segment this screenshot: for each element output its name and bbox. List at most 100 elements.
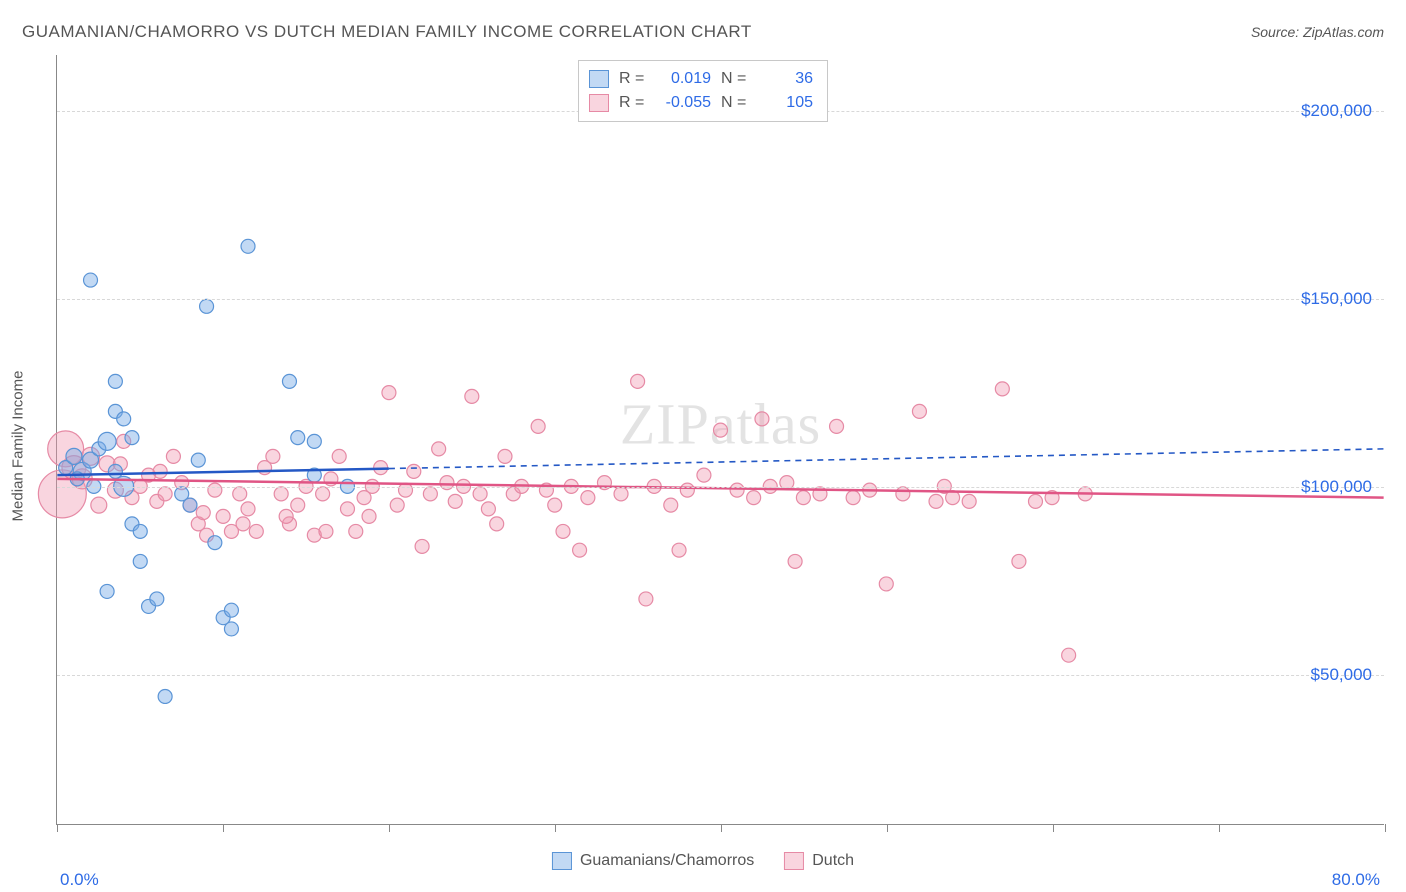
scatter-point-dutch bbox=[796, 491, 810, 505]
scatter-point-dutch bbox=[498, 449, 512, 463]
scatter-point-dutch bbox=[481, 502, 495, 516]
scatter-point-dutch bbox=[319, 524, 333, 538]
y-tick-label: $150,000 bbox=[1301, 289, 1372, 309]
stats-box: R =0.019N =36R =-0.055N =105 bbox=[578, 60, 828, 122]
x-axis-max-label: 80.0% bbox=[1332, 870, 1380, 890]
scatter-point-dutch bbox=[166, 449, 180, 463]
scatter-point-dutch bbox=[614, 487, 628, 501]
scatter-point-dutch bbox=[196, 506, 210, 520]
scatter-point-dutch bbox=[531, 419, 545, 433]
scatter-point-dutch bbox=[548, 498, 562, 512]
scatter-point-dutch bbox=[755, 412, 769, 426]
scatter-point-guamanian bbox=[108, 374, 122, 388]
scatter-point-guamanian bbox=[66, 448, 82, 464]
scatter-point-guamanian bbox=[307, 434, 321, 448]
x-tick bbox=[555, 824, 556, 832]
scatter-point-dutch bbox=[390, 498, 404, 512]
scatter-point-dutch bbox=[747, 491, 761, 505]
legend-item-dutch: Dutch bbox=[784, 852, 854, 870]
scatter-point-guamanian bbox=[282, 374, 296, 388]
x-tick bbox=[721, 824, 722, 832]
scatter-point-guamanian bbox=[133, 524, 147, 538]
scatter-point-dutch bbox=[929, 494, 943, 508]
swatch-guamanian bbox=[589, 70, 609, 88]
scatter-point-guamanian bbox=[224, 603, 238, 617]
scatter-point-dutch bbox=[208, 483, 222, 497]
legend-item-guamanian: Guamanians/Chamorros bbox=[552, 852, 754, 870]
scatter-point-dutch bbox=[639, 592, 653, 606]
scatter-point-dutch bbox=[249, 524, 263, 538]
y-tick-label: $100,000 bbox=[1301, 477, 1372, 497]
stat-n-label: N = bbox=[721, 67, 749, 91]
legend-label: Guamanians/Chamorros bbox=[580, 852, 754, 870]
scatter-point-guamanian bbox=[208, 536, 222, 550]
scatter-point-dutch bbox=[962, 494, 976, 508]
stat-r-label: R = bbox=[619, 91, 647, 115]
stat-r-value: 0.019 bbox=[657, 67, 711, 91]
scatter-point-dutch bbox=[236, 517, 250, 531]
scatter-point-guamanian bbox=[100, 584, 114, 598]
scatter-point-dutch bbox=[316, 487, 330, 501]
y-axis-title: Median Family Income bbox=[10, 371, 27, 522]
scatter-point-dutch bbox=[216, 509, 230, 523]
x-tick bbox=[223, 824, 224, 832]
scatter-point-dutch bbox=[473, 487, 487, 501]
scatter-point-dutch bbox=[241, 502, 255, 516]
chart-source: Source: ZipAtlas.com bbox=[1251, 24, 1384, 40]
scatter-point-dutch bbox=[912, 404, 926, 418]
stat-r-label: R = bbox=[619, 67, 647, 91]
scatter-point-dutch bbox=[556, 524, 570, 538]
x-tick bbox=[1053, 824, 1054, 832]
gridline bbox=[57, 487, 1384, 488]
scatter-point-dutch bbox=[846, 491, 860, 505]
scatter-point-dutch bbox=[382, 386, 396, 400]
scatter-point-dutch bbox=[362, 509, 376, 523]
scatter-point-dutch bbox=[1012, 554, 1026, 568]
stat-n-value: 36 bbox=[759, 67, 813, 91]
trendline-guamanian-extrapolated bbox=[389, 449, 1384, 469]
scatter-point-dutch bbox=[730, 483, 744, 497]
x-tick bbox=[57, 824, 58, 832]
x-tick bbox=[1219, 824, 1220, 832]
scatter-point-dutch bbox=[340, 502, 354, 516]
scatter-point-dutch bbox=[91, 497, 107, 513]
x-tick bbox=[389, 824, 390, 832]
x-tick bbox=[887, 824, 888, 832]
scatter-point-guamanian bbox=[200, 299, 214, 313]
scatter-point-guamanian bbox=[183, 498, 197, 512]
scatter-point-dutch bbox=[399, 483, 413, 497]
scatter-point-dutch bbox=[490, 517, 504, 531]
scatter-point-dutch bbox=[423, 487, 437, 501]
chart-title: GUAMANIAN/CHAMORRO VS DUTCH MEDIAN FAMIL… bbox=[22, 22, 752, 42]
scatter-point-dutch bbox=[714, 423, 728, 437]
y-tick-label: $200,000 bbox=[1301, 101, 1372, 121]
scatter-point-dutch bbox=[896, 487, 910, 501]
swatch-guamanian bbox=[552, 852, 572, 870]
scatter-point-dutch bbox=[266, 449, 280, 463]
stat-n-value: 105 bbox=[759, 91, 813, 115]
scatter-point-dutch bbox=[158, 487, 172, 501]
scatter-point-dutch bbox=[279, 509, 293, 523]
stat-r-value: -0.055 bbox=[657, 91, 711, 115]
scatter-point-dutch bbox=[349, 524, 363, 538]
scatter-point-dutch bbox=[1062, 648, 1076, 662]
correlation-chart: GUAMANIAN/CHAMORRO VS DUTCH MEDIAN FAMIL… bbox=[0, 0, 1406, 892]
scatter-point-guamanian bbox=[191, 453, 205, 467]
scatter-point-dutch bbox=[153, 464, 167, 478]
swatch-dutch bbox=[589, 94, 609, 112]
scatter-point-dutch bbox=[432, 442, 446, 456]
scatter-point-guamanian bbox=[98, 432, 116, 450]
scatter-point-dutch bbox=[697, 468, 711, 482]
scatter-point-dutch bbox=[415, 539, 429, 553]
gridline bbox=[57, 675, 1384, 676]
scatter-point-dutch bbox=[274, 487, 288, 501]
scatter-point-dutch bbox=[788, 554, 802, 568]
scatter-point-dutch bbox=[407, 464, 421, 478]
scatter-point-dutch bbox=[672, 543, 686, 557]
scatter-point-dutch bbox=[573, 543, 587, 557]
scatter-point-dutch bbox=[830, 419, 844, 433]
scatter-point-dutch bbox=[291, 498, 305, 512]
scatter-point-guamanian bbox=[117, 412, 131, 426]
scatter-point-dutch bbox=[879, 577, 893, 591]
plot-svg bbox=[57, 55, 1384, 824]
